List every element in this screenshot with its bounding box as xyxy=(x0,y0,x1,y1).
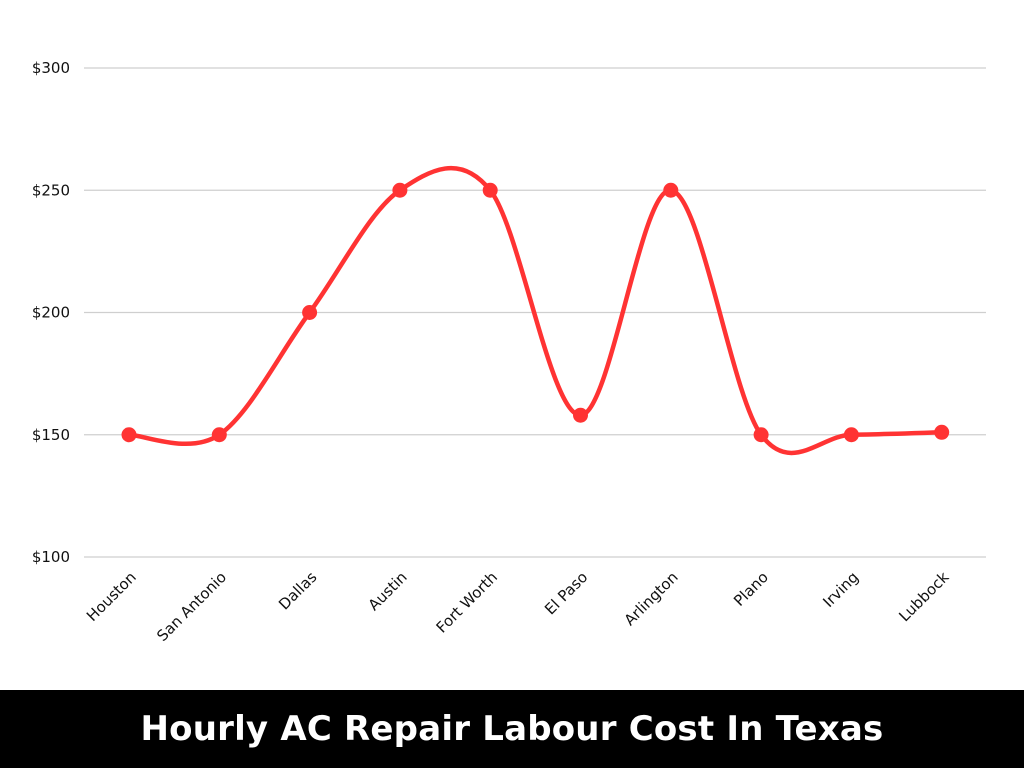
series-line xyxy=(126,165,944,456)
y-axis-ticks: $100 $150 $200 $250 $300 xyxy=(32,59,70,566)
data-point xyxy=(302,305,318,320)
chart-title: Hourly AC Repair Labour Cost In Texas xyxy=(140,709,884,749)
x-tick-label: Lubbock xyxy=(895,568,952,625)
x-tick-label: Houston xyxy=(83,568,140,625)
x-tick-label: Arlington xyxy=(621,568,682,629)
x-tick-label: San Antonio xyxy=(153,568,230,645)
data-points xyxy=(121,182,950,443)
data-point xyxy=(211,427,227,443)
x-tick-label: Plano xyxy=(730,568,772,610)
data-point xyxy=(121,427,137,443)
x-tick-label: Irving xyxy=(819,568,862,611)
data-point xyxy=(934,424,950,440)
data-point xyxy=(482,182,498,198)
x-tick-label: El Paso xyxy=(541,568,591,618)
y-tick-label: $200 xyxy=(32,304,70,322)
x-tick-label: Austin xyxy=(365,568,411,614)
data-point xyxy=(843,427,859,443)
x-axis-ticks: Houston San Antonio Dallas Austin Fort Worth… xyxy=(83,568,953,645)
title-bar: Hourly AC Repair Labour Cost In Texas xyxy=(0,690,1024,768)
data-point xyxy=(392,182,408,198)
data-point xyxy=(573,407,588,423)
data-point xyxy=(663,182,679,198)
x-tick-label: Dallas xyxy=(275,568,320,613)
y-tick-label: $250 xyxy=(32,181,70,199)
x-tick-label: Fort Worth xyxy=(433,568,501,636)
data-point xyxy=(753,427,769,443)
line-chart: $100 $150 $200 $250 $300 Houston San Antonio D… xyxy=(32,59,986,645)
y-tick-label: $100 xyxy=(32,548,70,566)
y-tick-label: $150 xyxy=(32,426,70,444)
y-tick-label: $300 xyxy=(32,59,70,77)
